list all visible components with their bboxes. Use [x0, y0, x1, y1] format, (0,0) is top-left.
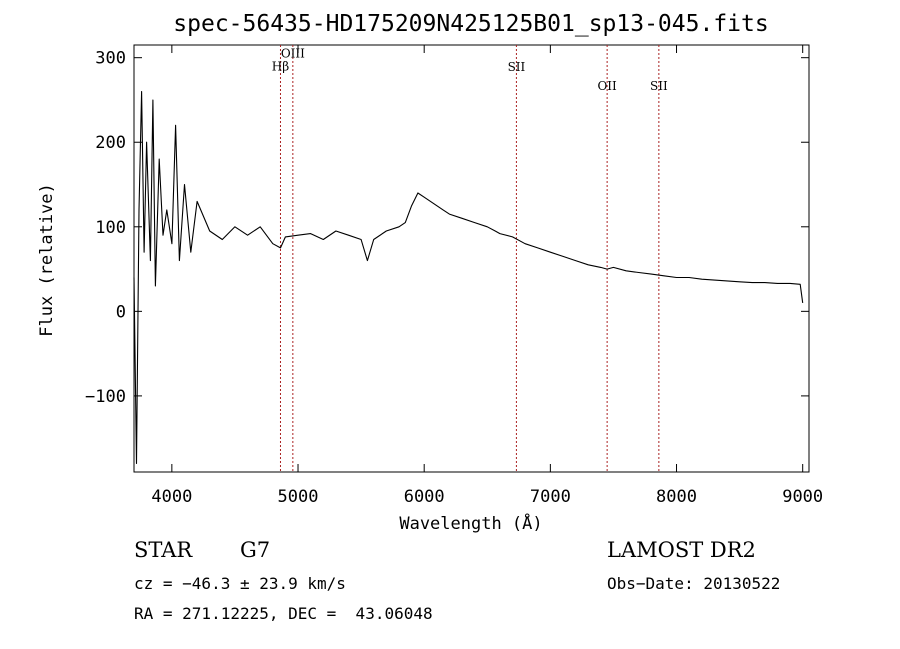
coordinates: RA = 271.12225, DEC = 43.06048 — [134, 604, 433, 623]
line-marker-label: SII — [650, 79, 668, 93]
redshift-cz: cz = −46.3 ± 23.9 km/s — [134, 574, 346, 593]
line-marker-label: Hβ — [272, 59, 289, 73]
x-tick-label: 5000 — [278, 487, 319, 507]
y-axis-label: Flux (relative) — [37, 183, 57, 337]
chart-title: spec-56435-HD175209N425125B01_sp13-045.f… — [173, 11, 768, 37]
spectral-subclass: G7 — [240, 538, 271, 562]
x-tick-label: 7000 — [530, 487, 571, 507]
x-tick-label: 6000 — [404, 487, 445, 507]
y-tick-label: 100 — [95, 218, 126, 238]
y-tick-label: 200 — [95, 133, 126, 153]
line-marker-label: SII — [508, 60, 526, 74]
object-type: STAR — [134, 538, 193, 562]
x-axis-label: Wavelength (Å) — [399, 512, 542, 534]
line-marker-label: OIII — [281, 47, 305, 61]
survey-name: LAMOST DR2 — [607, 538, 756, 562]
observation-date: Obs−Date: 20130522 — [607, 574, 781, 593]
x-tick-label: 8000 — [656, 487, 697, 507]
axis-ticks: 4000 5000 6000 7000 8000 9000 −100 0 100 200 300 — [85, 45, 823, 507]
y-tick-label: −100 — [85, 387, 126, 407]
line-marker-label: OII — [597, 79, 617, 93]
y-tick-label: 300 — [95, 49, 126, 69]
x-tick-label: 9000 — [782, 487, 823, 507]
series-layer — [133, 90, 804, 465]
y-tick-label: 0 — [116, 302, 126, 322]
plot-frame — [133, 44, 810, 473]
x-tick-label: 4000 — [151, 487, 192, 507]
spectrum-line — [133, 90, 804, 465]
